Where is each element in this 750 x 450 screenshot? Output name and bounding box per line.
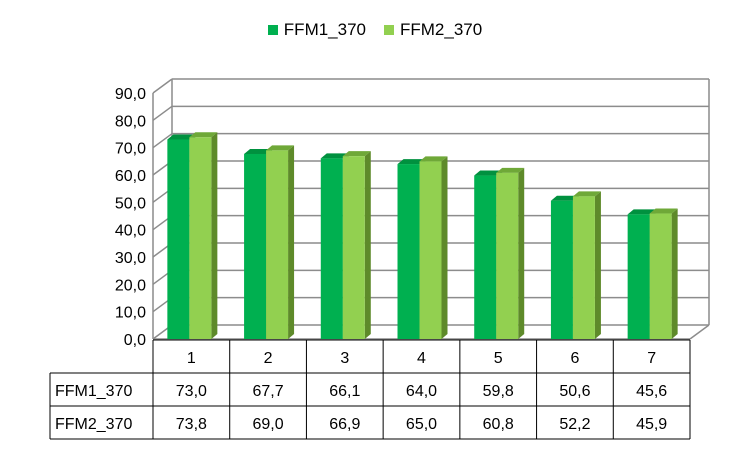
gridline-side xyxy=(152,78,173,94)
table-value: 66,9 xyxy=(329,416,360,433)
legend: FFM1_370 FFM2_370 xyxy=(0,20,750,40)
bar xyxy=(342,156,365,339)
bar-top xyxy=(266,145,295,151)
bar-top xyxy=(342,151,371,157)
x-category-label: 4 xyxy=(417,350,426,367)
table-value: 52,2 xyxy=(559,416,590,433)
gridline-side xyxy=(152,105,173,121)
bar-side xyxy=(364,151,371,339)
bar xyxy=(474,175,497,339)
bar-top xyxy=(189,132,218,138)
y-tick-label: 40,0 xyxy=(115,223,146,240)
bar xyxy=(627,214,650,339)
bar-top xyxy=(244,148,273,154)
bar-top xyxy=(550,195,579,201)
table-value: 73,0 xyxy=(176,383,207,400)
gridline-side xyxy=(152,133,173,149)
y-tick-label: 70,0 xyxy=(115,141,146,158)
x-category-label: 7 xyxy=(647,350,656,367)
y-tick-label: 30,0 xyxy=(115,250,146,267)
bar-top xyxy=(320,153,349,159)
bar-top xyxy=(397,159,426,165)
legend-label-ffm1: FFM1_370 xyxy=(283,20,366,39)
legend-swatch-ffm1 xyxy=(267,25,278,35)
table-value: 65,0 xyxy=(406,416,437,433)
y-tick-label: 20,0 xyxy=(115,277,146,294)
bar-top xyxy=(627,209,656,215)
bar xyxy=(167,139,190,339)
bar xyxy=(649,213,672,339)
legend-label-ffm2: FFM2_370 xyxy=(400,20,483,39)
x-category-label: 1 xyxy=(187,350,196,367)
bar-side xyxy=(518,167,525,339)
legend-swatch-ffm2 xyxy=(384,25,394,35)
table-value: 50,6 xyxy=(559,383,590,400)
bar-top xyxy=(167,134,196,140)
x-category-label: 6 xyxy=(570,350,579,367)
y-tick-label: 10,0 xyxy=(115,305,146,322)
y-tick-label: 50,0 xyxy=(115,195,146,212)
table-value: 69,0 xyxy=(253,416,284,433)
bar xyxy=(419,161,442,339)
table-value: 73,8 xyxy=(176,416,207,433)
table-value: 45,9 xyxy=(636,416,667,433)
bar xyxy=(320,158,343,339)
bar-side xyxy=(594,191,601,339)
table-value: 59,8 xyxy=(483,383,514,400)
bar xyxy=(189,137,212,339)
bar-side xyxy=(288,145,295,339)
bar xyxy=(244,153,267,339)
legend-item-ffm2: FFM2_370 xyxy=(384,20,482,40)
table-series-name: FFM1_370 xyxy=(55,383,132,400)
x-category-label: 3 xyxy=(340,350,349,367)
bar-top xyxy=(474,170,503,176)
bar-top xyxy=(419,156,448,162)
y-tick-label: 90,0 xyxy=(115,86,146,103)
bar xyxy=(550,200,573,339)
bar xyxy=(397,164,420,339)
bar-top xyxy=(649,208,678,214)
table-value: 45,6 xyxy=(636,383,667,400)
table-value: 60,8 xyxy=(483,416,514,433)
bar-side xyxy=(671,208,678,339)
bar-side xyxy=(211,132,218,339)
bar-side xyxy=(441,156,448,339)
bar-top xyxy=(496,167,525,173)
bar xyxy=(266,150,289,339)
table-series-name: FFM2_370 xyxy=(55,416,132,433)
x-category-label: 2 xyxy=(264,350,273,367)
bar-top xyxy=(572,191,601,197)
table-value: 64,0 xyxy=(406,383,437,400)
legend-item-ffm1: FFM1_370 xyxy=(267,20,366,40)
bar xyxy=(496,172,519,339)
y-tick-label: 80,0 xyxy=(115,113,146,130)
table-value: 67,7 xyxy=(253,383,284,400)
y-tick-label: 0,0 xyxy=(124,332,146,349)
floor-right-edge xyxy=(689,324,710,340)
bar xyxy=(572,196,595,339)
x-category-label: 5 xyxy=(494,350,503,367)
y-tick-label: 60,0 xyxy=(115,168,146,185)
table-value: 66,1 xyxy=(329,383,360,400)
